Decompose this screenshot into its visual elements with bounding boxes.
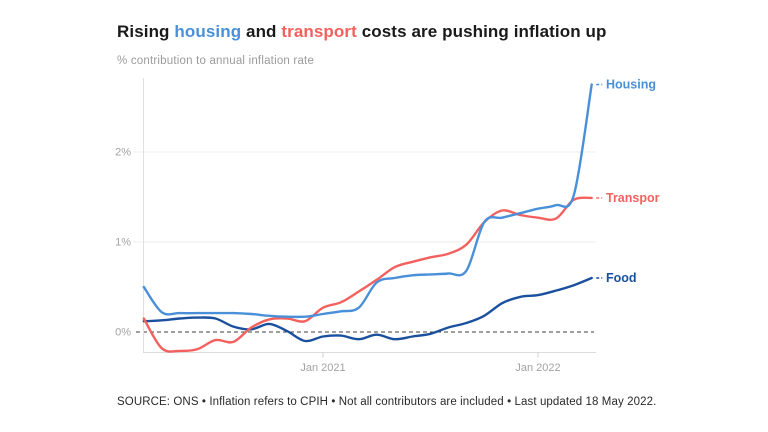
title-part2: and	[241, 22, 282, 41]
title-part3: costs are pushing inflation up	[356, 22, 607, 41]
ytick-0pct: 0%	[115, 327, 131, 339]
xtick-jan2022: Jan 2022	[515, 362, 560, 374]
chart-title: Rising housing and transport costs are p…	[117, 22, 607, 42]
series-lines	[142, 83, 603, 353]
housing-line	[142, 83, 593, 319]
title-housing-word: housing	[174, 22, 242, 41]
title-part1: Rising	[117, 22, 175, 41]
transport-line	[142, 196, 593, 353]
food-end-label: Food	[606, 271, 637, 285]
food-line	[142, 276, 593, 343]
housing-end-label: Housing	[606, 78, 656, 92]
chart-subtitle: % contribution to annual inflation rate	[117, 55, 315, 67]
ytick-1pct: 1%	[115, 237, 131, 249]
title-transport-word: transport	[281, 22, 357, 41]
transport-end-label: Transpor	[606, 191, 660, 205]
xtick-jan2021: Jan 2021	[300, 362, 345, 374]
source-note: SOURCE: ONS • Inflation refers to CPIH •…	[117, 396, 657, 408]
ytick-2pct: 2%	[115, 147, 131, 159]
